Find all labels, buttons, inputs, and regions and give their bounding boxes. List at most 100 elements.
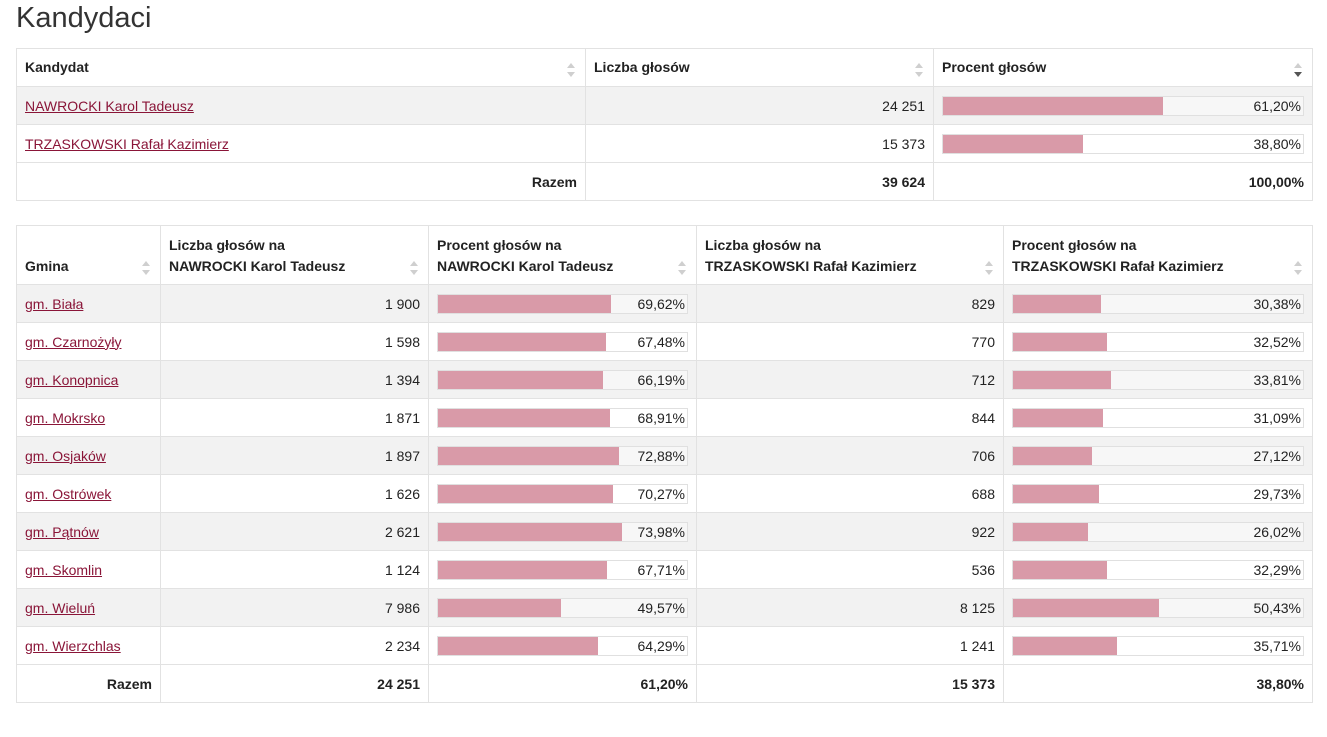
- percent-bar: 38,80%: [942, 133, 1304, 154]
- nawrocki-percent-cell: 69,62%: [428, 284, 697, 323]
- gmina-link[interactable]: gm. Wierzchlas: [25, 637, 121, 654]
- trzaskowski-percent-cell: 31,09%: [1003, 398, 1313, 437]
- gmina-cell: gm. Wierzchlas: [16, 626, 161, 665]
- candidate-link[interactable]: NAWROCKI Karol Tadeusz: [25, 97, 194, 114]
- trzaskowski-percent-cell: 29,73%: [1003, 474, 1313, 513]
- percent-bar-fill: [1013, 598, 1160, 617]
- percent-bar: 69,62%: [437, 293, 688, 314]
- percent-bar-fill: [1013, 560, 1107, 579]
- percent-bar-fill: [438, 446, 620, 465]
- sort-icon[interactable]: [678, 260, 686, 276]
- sort-icon[interactable]: [1294, 260, 1302, 276]
- gmina-link[interactable]: gm. Osjaków: [25, 447, 106, 464]
- percent-bar-fill: [1013, 522, 1089, 541]
- gmina-cell: gm. Czarnożyły: [16, 322, 161, 361]
- header-liczba-glosow[interactable]: Liczba głosów: [585, 48, 934, 87]
- percent-bar: 27,12%: [1012, 445, 1304, 466]
- percent-bar: 66,19%: [437, 369, 688, 390]
- sort-icon[interactable]: [915, 62, 923, 78]
- trzaskowski-percent-cell: 35,71%: [1003, 626, 1313, 665]
- percent-bar-fill: [438, 370, 603, 389]
- percent-bar: 33,81%: [1012, 369, 1304, 390]
- header-trzaskowski-votes[interactable]: Liczba głosów na TRZASKOWSKI Rafał Kazimi…: [696, 225, 1004, 285]
- percent-bar-fill: [1013, 484, 1100, 503]
- nawrocki-votes-cell: 1 598: [160, 322, 429, 361]
- percent-label: 38,80%: [1253, 135, 1301, 152]
- percent-label: 61,20%: [1253, 97, 1301, 114]
- page-title: Kandydaci: [16, 2, 152, 34]
- gmina-cell: gm. Konopnica: [16, 360, 161, 399]
- percent-label: 50,43%: [1253, 599, 1301, 616]
- gmina-link[interactable]: gm. Czarnożyły: [25, 333, 122, 350]
- total-nawrocki-percent: 61,20%: [428, 664, 697, 703]
- gmina-link[interactable]: gm. Konopnica: [25, 371, 119, 388]
- header-nawrocki-percent[interactable]: Procent głosów na NAWROCKI Karol Tadeusz: [428, 225, 697, 285]
- gmina-link[interactable]: gm. Biała: [25, 295, 84, 312]
- table-row: gm. Pątnów 2 621 73,98% 922 26,02%: [16, 512, 1313, 551]
- percent-label: 67,71%: [637, 561, 685, 578]
- percent-cell: 61,20%: [933, 86, 1313, 125]
- percent-label: 33,81%: [1253, 371, 1301, 388]
- votes-cell: 15 373: [585, 124, 934, 163]
- nawrocki-votes-cell: 7 986: [160, 588, 429, 627]
- header-trzaskowski-percent[interactable]: Procent głosów na TRZASKOWSKI Rafał Kazim…: [1003, 225, 1313, 285]
- sort-icon[interactable]: [410, 260, 418, 276]
- trzaskowski-percent-cell: 26,02%: [1003, 512, 1313, 551]
- trzaskowski-percent-cell: 30,38%: [1003, 284, 1313, 323]
- trzaskowski-percent-cell: 32,52%: [1003, 322, 1313, 361]
- percent-bar-fill: [438, 484, 613, 503]
- nawrocki-votes-cell: 1 900: [160, 284, 429, 323]
- gmina-cell: gm. Ostrówek: [16, 474, 161, 513]
- percent-label: 29,73%: [1253, 485, 1301, 502]
- total-nawrocki-votes: 24 251: [160, 664, 429, 703]
- header-label-line2: NAWROCKI Karol Tadeusz: [169, 258, 346, 274]
- header-nawrocki-votes[interactable]: Liczba głosów na NAWROCKI Karol Tadeusz: [160, 225, 429, 285]
- header-label-line1: Liczba głosów na: [169, 237, 285, 253]
- percent-bar: 68,91%: [437, 407, 688, 428]
- total-trzaskowski-percent: 38,80%: [1003, 664, 1313, 703]
- trzaskowski-votes-cell: 712: [696, 360, 1004, 399]
- candidate-cell: NAWROCKI Karol Tadeusz: [16, 86, 586, 125]
- sort-icon[interactable]: [142, 260, 150, 276]
- percent-label: 26,02%: [1253, 523, 1301, 540]
- nawrocki-percent-cell: 64,29%: [428, 626, 697, 665]
- percent-bar: 32,29%: [1012, 559, 1304, 580]
- gmina-link[interactable]: gm. Mokrsko: [25, 409, 106, 426]
- percent-label: 35,71%: [1253, 637, 1301, 654]
- table-row: gm. Biała 1 900 69,62% 829 30,38%: [16, 284, 1313, 323]
- sort-icon[interactable]: [567, 62, 575, 78]
- nawrocki-votes-cell: 1 897: [160, 436, 429, 475]
- total-row: Razem 24 251 61,20% 15 373 38,80%: [16, 664, 1313, 703]
- gmina-cell: gm. Wieluń: [16, 588, 161, 627]
- gmina-link[interactable]: gm. Pątnów: [25, 523, 99, 540]
- sort-icon[interactable]: [985, 260, 993, 276]
- header-label: Gmina: [25, 258, 69, 274]
- gmina-link[interactable]: gm. Skomlin: [25, 561, 103, 578]
- header-kandydat[interactable]: Kandydat: [16, 48, 586, 87]
- header-procent-glosow[interactable]: Procent głosów: [933, 48, 1313, 87]
- percent-bar-fill: [1013, 408, 1104, 427]
- sort-desc-icon[interactable]: [1294, 62, 1302, 78]
- table-row: gm. Czarnożyły 1 598 67,48% 770 32,52%: [16, 322, 1313, 361]
- trzaskowski-votes-cell: 8 125: [696, 588, 1004, 627]
- percent-bar-fill: [1013, 446, 1092, 465]
- table-row: TRZASKOWSKI Rafał Kazimierz 15 373 38,80…: [16, 124, 1313, 163]
- table-row: gm. Mokrsko 1 871 68,91% 844 31,09%: [16, 398, 1313, 437]
- percent-bar-fill: [438, 560, 607, 579]
- percent-bar-fill: [1013, 370, 1112, 389]
- gmina-link[interactable]: gm. Wieluń: [25, 599, 96, 616]
- candidate-link[interactable]: TRZASKOWSKI Rafał Kazimierz: [25, 135, 229, 152]
- percent-bar-fill: [943, 134, 1083, 153]
- nawrocki-percent-cell: 72,88%: [428, 436, 697, 475]
- percent-bar: 72,88%: [437, 445, 688, 466]
- header-gmina[interactable]: Gmina: [16, 225, 161, 285]
- percent-bar: 50,43%: [1012, 597, 1304, 618]
- trzaskowski-percent-cell: 33,81%: [1003, 360, 1313, 399]
- percent-bar: 32,52%: [1012, 331, 1304, 352]
- percent-bar-fill: [438, 408, 610, 427]
- percent-label: 32,29%: [1253, 561, 1301, 578]
- percent-bar: 31,09%: [1012, 407, 1304, 428]
- nawrocki-votes-cell: 1 626: [160, 474, 429, 513]
- header-label: Kandydat: [25, 59, 89, 75]
- gmina-link[interactable]: gm. Ostrówek: [25, 485, 112, 502]
